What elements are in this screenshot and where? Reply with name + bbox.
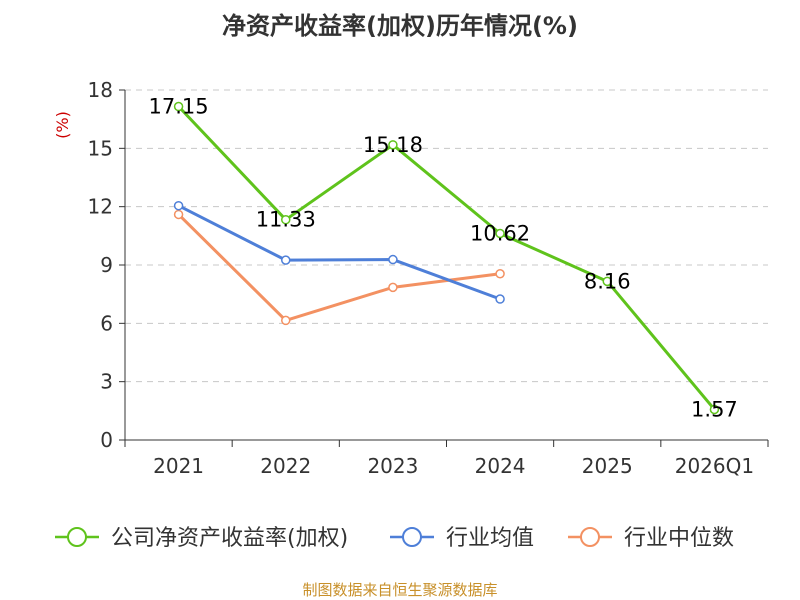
x-tick-label: 2023	[367, 454, 418, 478]
data-label: 1.57	[691, 397, 738, 421]
legend-marker	[67, 527, 87, 547]
y-tick-label: 9	[100, 253, 113, 277]
y-tick-label: 18	[88, 78, 113, 102]
x-tick-label: 2022	[260, 454, 311, 478]
x-tick-label: 2024	[475, 454, 526, 478]
data-point-1	[281, 255, 291, 265]
x-tick-label: 2026Q1	[675, 454, 754, 478]
data-point-2	[495, 269, 505, 279]
data-point-1	[173, 200, 184, 211]
data-point-0	[495, 228, 505, 239]
y-tick-label: 0	[100, 428, 113, 452]
grid-lines	[125, 89, 768, 383]
data-point-0	[281, 214, 291, 225]
legend-marker	[402, 527, 422, 547]
legend-item-0[interactable]: 公司净资产收益率(加权)	[55, 526, 348, 551]
data-label: 15.18	[363, 133, 423, 157]
data-point-1	[388, 254, 398, 265]
data-point-2	[281, 315, 291, 326]
x-tick-label: 2021	[153, 454, 204, 478]
data-label: 8.16	[584, 269, 631, 293]
source-note: 制图数据来自恒生聚源数据库	[302, 581, 497, 599]
y-tick-label: 6	[100, 311, 113, 335]
data-point-2	[388, 282, 398, 293]
x-tick-label: 2025	[582, 454, 633, 478]
y-tick-label: 3	[100, 370, 113, 394]
legend-item-2[interactable]: 行业中位数	[568, 526, 734, 551]
data-point-0	[388, 140, 398, 150]
data-label: 10.62	[470, 222, 530, 246]
legend[interactable]: 公司净资产收益率(加权) 行业均值 行业中位数	[55, 526, 734, 551]
legend-label: 行业中位数	[624, 526, 734, 551]
legend-marker	[580, 527, 600, 547]
y-tick-label: 12	[88, 195, 113, 219]
series-lines	[173, 101, 720, 415]
data-point-2	[173, 209, 184, 220]
y-tick-label: 15	[88, 136, 113, 160]
chart-title: 净资产收益率(加权)历年情况(%)	[222, 12, 578, 40]
data-point-0	[602, 276, 612, 287]
legend-label: 行业均值	[446, 526, 534, 551]
y-axis-label: (%)	[53, 111, 72, 139]
legend-item-1[interactable]: 行业均值	[390, 526, 534, 551]
data-point-0	[709, 404, 720, 415]
data-labels: 17.15 11.33 15.18 10.62 8.16 1.57	[149, 95, 738, 422]
data-point-0	[173, 101, 184, 112]
series-line-0	[177, 105, 716, 411]
data-label: 17.15	[149, 95, 209, 119]
data-label: 11.33	[256, 208, 316, 232]
series-line-1	[177, 204, 501, 301]
legend-label: 公司净资产收益率(加权)	[111, 526, 348, 551]
data-point-1	[495, 294, 505, 304]
axes: 0 3 6 9 12 15 18 2021 2022 2023 2024 2025 2026Q1	[88, 78, 769, 478]
